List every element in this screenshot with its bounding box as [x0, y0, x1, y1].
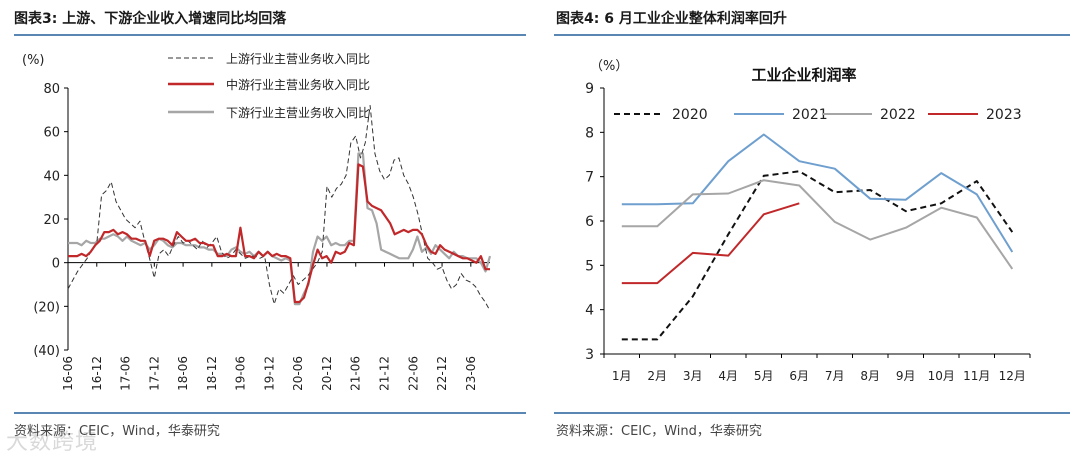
right-y-tick-label: 4 [585, 303, 594, 319]
left-x-tick-label: 17-12 [147, 356, 161, 391]
left-x-tick-label: 16-12 [90, 356, 104, 391]
left-legend-label: 上游行业主营业务收入同比 [226, 51, 370, 66]
left-series-line-1 [68, 163, 490, 304]
right-x-tick-label: 12月 [999, 369, 1026, 383]
right-y-tick-label: 6 [585, 214, 594, 230]
left-y-tick-label: (40) [33, 344, 60, 359]
right-y-tick-label: 8 [585, 125, 594, 141]
left-x-tick-label: 19-06 [234, 356, 248, 391]
right-axes: 9 8 7 6 5 4 3 1月 2月 3月 4月 5月 6月 7月 8月 9月 10月 11月 12月 [585, 81, 1031, 383]
right-x-tick-label: 9月 [896, 369, 916, 383]
left-y-tick-label: (20) [33, 300, 60, 315]
left-y-tick-label: 0 [52, 257, 60, 272]
right-series-line-2020 [621, 170, 1014, 341]
left-x-tick-label: 16-06 [61, 356, 75, 391]
left-x-tick-label: 18-06 [176, 356, 190, 391]
right-y-tick-label: 5 [585, 258, 594, 274]
left-y-tick-label: 60 [43, 126, 60, 141]
watermark: 大数跨境 [6, 430, 99, 455]
left-x-tick-label: 22-06 [406, 356, 420, 391]
left-axes: 80 60 40 20 0 (20) (40)16-06 16-12 17-06 17-12 18-… [33, 82, 490, 391]
right-x-tick-label: 1月 [612, 369, 632, 383]
left-y-tick-label: 80 [43, 82, 60, 97]
right-x-tick-label: 7月 [825, 369, 845, 383]
right-legend-label: 2020 [672, 107, 708, 123]
left-y-tick-label: 40 [43, 169, 60, 184]
left-x-tick-label: 21-12 [378, 356, 392, 391]
left-chart: (%) 80 60 40 20 0 (20) (40)16-06 16-12 17-06 17-1… [22, 51, 492, 391]
right-x-tick-label: 8月 [860, 369, 880, 383]
right-series-line-2021 [621, 133, 1014, 253]
left-x-tick-label: 20-06 [291, 356, 305, 391]
left-legend-label: 中游行业主营业务收入同比 [226, 77, 370, 92]
right-x-tick-label: 5月 [754, 369, 774, 383]
right-plot-title: 工业企业利润率 [751, 66, 856, 84]
right-x-tick-label: 4月 [718, 369, 738, 383]
right-source-rule [554, 412, 1070, 414]
right-x-tick-label: 10月 [928, 369, 955, 383]
right-series-line-2023 [621, 202, 800, 285]
right-x-tick-label: 6月 [789, 369, 809, 383]
right-y-tick-label: 7 [585, 170, 594, 186]
left-x-tick-label: 22-12 [435, 356, 449, 391]
left-x-tick-label: 19-12 [262, 356, 276, 391]
right-legend-label: 2021 [792, 107, 828, 123]
left-ylabel: (%) [22, 53, 45, 68]
left-series-line-0 [67, 105, 491, 311]
right-chart-title: 图表4: 6 月工业企业整体利润率回升 [556, 11, 787, 27]
left-series-line-2 [68, 152, 492, 306]
right-x-tick-label: 3月 [683, 369, 703, 383]
left-x-tick-label: 18-12 [205, 356, 219, 391]
right-chart: （%） 工业企业利润率 9 8 7 6 5 4 3 1月 2月 3月 4月 5月 6月 7月 8月 9月 10月… [585, 59, 1031, 383]
left-x-tick-label: 23-06 [464, 356, 478, 391]
left-y-tick-label: 20 [43, 213, 60, 228]
left-x-tick-label: 17-06 [119, 356, 133, 391]
right-series-line-2022 [621, 179, 1014, 270]
right-legend: 2020 2021 2022 2023 [614, 107, 1022, 123]
left-chart-title: 图表3: 上游、下游企业收入增速同比均回落 [14, 11, 287, 27]
right-legend-label: 2022 [880, 107, 916, 123]
right-series-group [621, 133, 1014, 341]
left-x-tick-label: 20-12 [320, 356, 334, 391]
left-x-tick-label: 21-06 [349, 356, 363, 391]
left-source-rule [14, 412, 526, 414]
right-x-tick-label: 2月 [647, 369, 667, 383]
right-legend-label: 2023 [986, 107, 1022, 123]
left-legend-label: 下游行业主营业务收入同比 [226, 105, 370, 120]
right-source: 资料来源：CEIC，Wind，华泰研究 [556, 424, 762, 439]
right-y-tick-label: 3 [585, 347, 594, 363]
left-title-rule [14, 34, 526, 36]
right-y-tick-label: 9 [585, 81, 594, 97]
left-source: 资料来源：CEIC，Wind，华泰研究 [14, 424, 220, 439]
right-title-rule [554, 34, 1070, 36]
right-ylabel: （%） [590, 59, 628, 74]
left-series-group [67, 105, 492, 311]
right-x-tick-label: 11月 [963, 369, 990, 383]
